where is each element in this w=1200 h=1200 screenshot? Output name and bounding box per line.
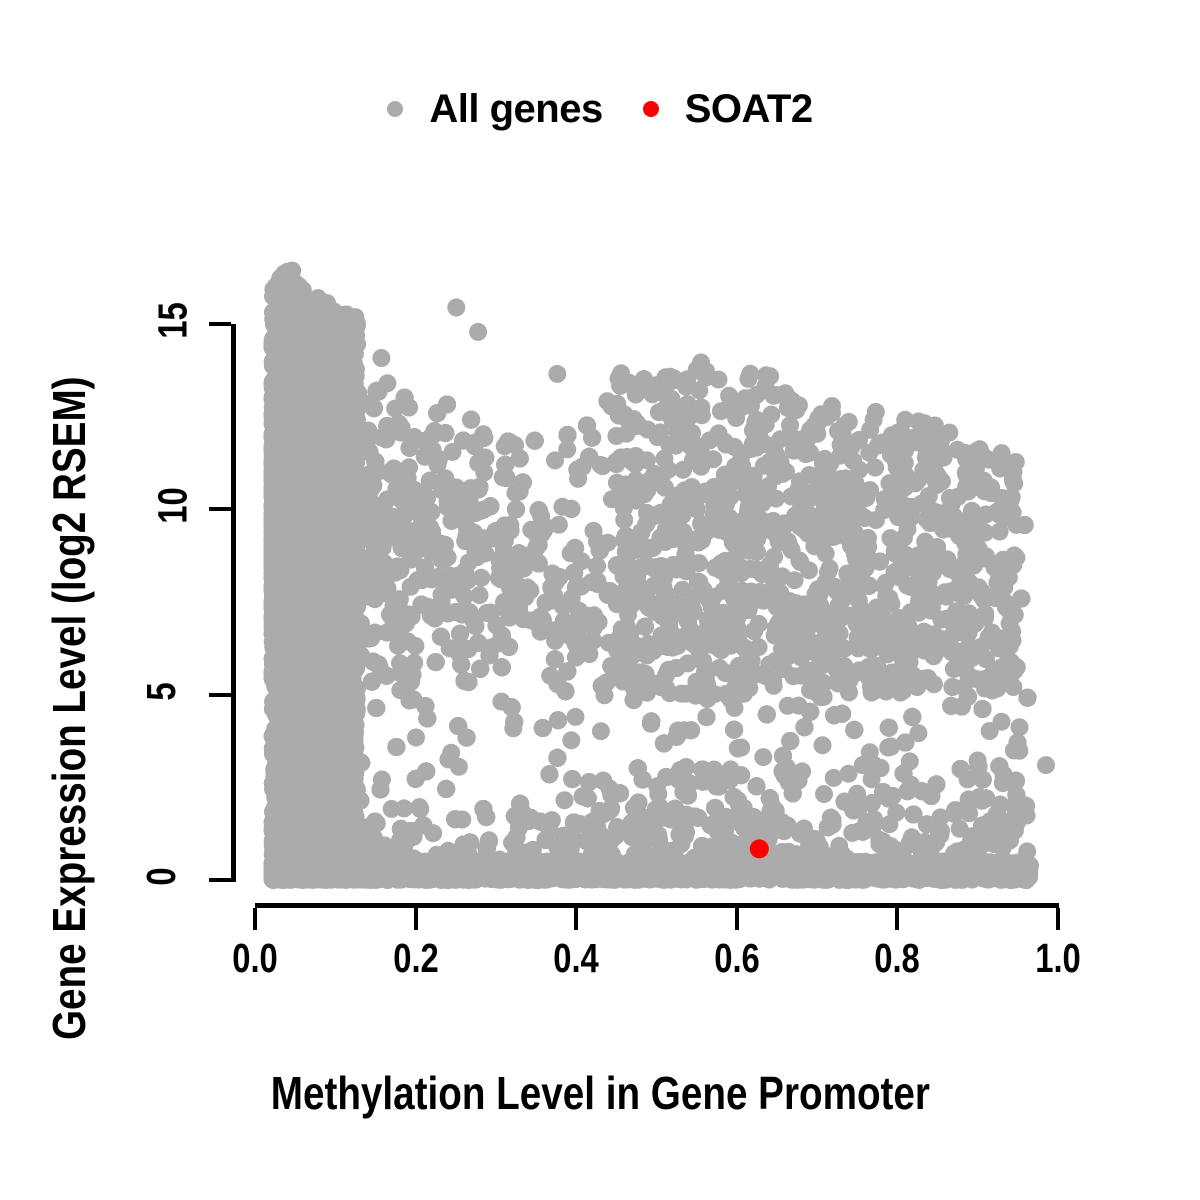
scatter-points-layer bbox=[263, 261, 1055, 889]
y-tick-label: 15 bbox=[149, 302, 195, 338]
legend-entry-all-genes: All genes bbox=[387, 89, 603, 129]
legend-marker-soat2-icon bbox=[642, 101, 659, 117]
y-tick-label: 5 bbox=[138, 682, 184, 700]
legend: All genes SOAT2 bbox=[0, 78, 1200, 140]
x-tick-mark bbox=[413, 908, 418, 930]
x-tick-mark bbox=[895, 908, 900, 930]
x-tick-mark bbox=[1056, 908, 1060, 930]
highlighted-point-soat2 bbox=[749, 839, 769, 859]
x-tick-mark bbox=[253, 908, 257, 930]
x-tick-label: 0.0 bbox=[232, 938, 278, 979]
y-tick-mark bbox=[209, 507, 231, 512]
y-tick-label: 0 bbox=[138, 867, 184, 885]
y-tick-label: 10 bbox=[149, 488, 195, 524]
x-tick-label: 0.8 bbox=[875, 938, 921, 979]
legend-label-all-genes: All genes bbox=[429, 89, 603, 129]
legend-label-soat2: SOAT2 bbox=[685, 89, 813, 129]
y-tick-mark bbox=[209, 878, 231, 882]
x-tick-mark bbox=[734, 908, 739, 930]
y-axis-title: Gene Expression Level (log2 RSEM) bbox=[43, 0, 95, 1040]
x-axis-title-text: Methylation Level in Gene Promoter bbox=[270, 1070, 929, 1116]
plot-data-area bbox=[255, 240, 1058, 896]
y-tick-mark bbox=[209, 322, 231, 326]
x-axis-line bbox=[255, 903, 1059, 908]
x-tick-label: 0.6 bbox=[714, 938, 760, 979]
x-tick-label: 1.0 bbox=[1035, 938, 1081, 979]
y-tick-mark bbox=[209, 692, 231, 697]
x-axis-title: Methylation Level in Gene Promoter bbox=[0, 1070, 1200, 1116]
x-tick-label: 0.4 bbox=[553, 938, 599, 979]
x-tick-label: 0.2 bbox=[393, 938, 439, 979]
legend-entry-soat2: SOAT2 bbox=[642, 89, 813, 129]
y-axis-line bbox=[231, 324, 236, 882]
legend-marker-all-genes-icon bbox=[387, 101, 404, 117]
x-tick-mark bbox=[574, 908, 579, 930]
y-axis-title-text: Gene Expression Level (log2 RSEM) bbox=[43, 376, 95, 1040]
